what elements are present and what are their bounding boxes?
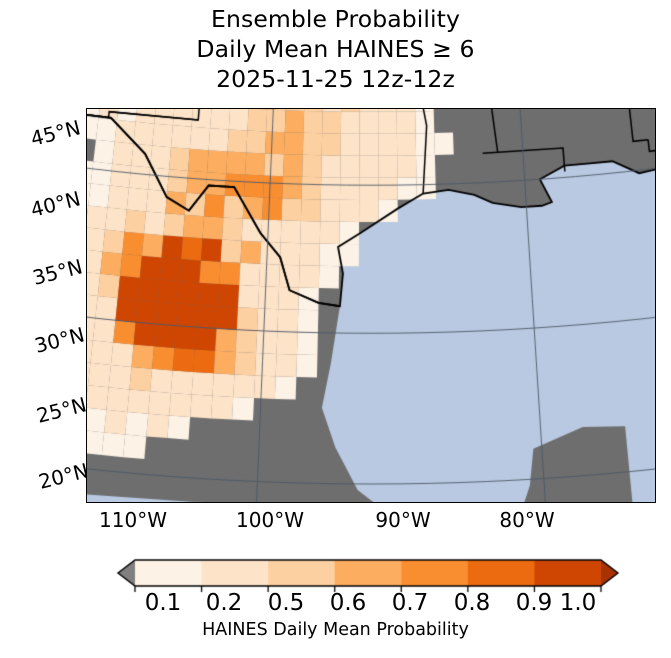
cbar-tick-0: 0.1: [144, 590, 182, 616]
lat-label-35: 35°N: [30, 254, 85, 290]
colorbar-tick-labels: 0.1 0.2 0.5 0.6 0.7 0.8 0.9 1.0: [0, 590, 671, 618]
lon-label-80: 80°W: [499, 508, 555, 532]
colorbar: [0, 556, 671, 596]
lat-label-40: 40°N: [28, 186, 83, 222]
cbar-tick-2: 0.5: [267, 590, 305, 616]
probability-heatmap-canvas: [87, 109, 655, 502]
lon-label-100: 100°W: [236, 508, 304, 532]
title-line-1: Ensemble Probability: [211, 5, 460, 33]
lat-label-25: 25°N: [34, 392, 89, 428]
title-line-2: Daily Mean HAINES ≥ 6: [196, 35, 475, 63]
cbar-tick-7: 1.0: [559, 590, 597, 616]
cbar-tick-4: 0.7: [391, 590, 429, 616]
title-line-3: 2025-11-25 12z-12z: [216, 65, 455, 93]
lat-label-20: 20°N: [36, 458, 91, 494]
map-plot-area[interactable]: Mean Run: 2025-11-21: [86, 108, 656, 503]
cbar-tick-6: 0.9: [515, 590, 553, 616]
colorbar-title: HAINES Daily Mean Probability: [202, 620, 469, 640]
lat-label-30: 30°N: [32, 322, 87, 358]
lon-label-90: 90°W: [375, 508, 431, 532]
cbar-tick-1: 0.2: [205, 590, 243, 616]
colorbar-canvas: [0, 556, 671, 596]
cbar-tick-5: 0.8: [453, 590, 491, 616]
lat-label-45: 45°N: [28, 115, 83, 151]
cbar-tick-3: 0.6: [329, 590, 367, 616]
chart-title: Ensemble Probability Daily Mean HAINES ≥…: [0, 4, 671, 94]
lon-label-110: 110°W: [99, 508, 167, 532]
